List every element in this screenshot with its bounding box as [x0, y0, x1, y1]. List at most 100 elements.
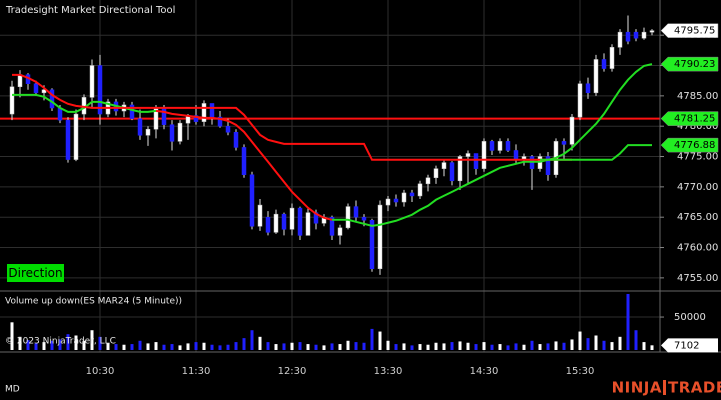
volume-bar: [426, 344, 430, 350]
volume-bar: [498, 344, 502, 350]
volume-bar: [74, 335, 78, 350]
volume-bar: [562, 342, 566, 350]
candle-body: [41, 89, 47, 94]
volume-bar: [474, 344, 478, 350]
level-value-label-box: [660, 111, 719, 126]
candle-body: [393, 198, 399, 203]
candle-body: [217, 116, 223, 127]
volume-bar: [138, 340, 142, 350]
volume-bar: [330, 343, 334, 350]
volume-bar: [418, 344, 422, 350]
volume-bar: [18, 336, 22, 350]
volume-bar: [234, 342, 238, 350]
candle-body: [225, 125, 231, 133]
volume-bar: [650, 345, 654, 350]
volume-bar: [282, 343, 286, 350]
volume-bar: [402, 343, 406, 350]
volume-bar: [434, 342, 438, 350]
volume-bar: [266, 342, 270, 350]
candle-body: [497, 141, 503, 151]
volume-bar: [242, 338, 246, 350]
candle-body: [633, 31, 639, 39]
volume-bar: [618, 336, 622, 350]
candle-body: [569, 116, 575, 145]
volume-bar: [482, 342, 486, 350]
x-tick-label: 12:30: [278, 366, 307, 377]
candle-body: [281, 213, 287, 230]
volume-bar: [154, 342, 158, 350]
candle-body: [489, 141, 495, 151]
candle-body: [433, 168, 439, 179]
step-value-label: 4776.88: [674, 140, 715, 151]
candle-body: [73, 113, 79, 160]
candle-body: [409, 192, 415, 197]
y-tick-label: 4760.00: [677, 243, 718, 254]
level-value-label: 4781.25: [674, 114, 715, 125]
volume-bar: [114, 344, 118, 350]
volume-bar: [610, 342, 614, 350]
volume-bar: [210, 344, 214, 350]
x-tick-label: 14:30: [470, 366, 499, 377]
volume-bar: [226, 344, 230, 350]
candle-body: [625, 31, 631, 42]
candle-body: [345, 206, 351, 229]
copyright: © 2023 NinjaTrader, LLC: [5, 337, 116, 347]
candle-body: [161, 107, 167, 125]
volume-bar: [322, 345, 326, 350]
candle-body: [481, 141, 487, 169]
volume-bar: [42, 342, 46, 350]
candle-body: [209, 103, 215, 118]
volume-bar: [250, 330, 254, 350]
candle-body: [353, 206, 359, 218]
logo-mark: [663, 380, 666, 395]
volume-bar: [386, 340, 390, 350]
candle-body: [65, 119, 71, 160]
candle-body: [649, 30, 655, 33]
ma-value-label: 4790.23: [674, 59, 715, 70]
volume-tick-label: 50000: [674, 312, 706, 323]
logo-right: TRADER: [668, 379, 721, 397]
step-value-label-box: [660, 137, 719, 153]
candle-body: [145, 128, 151, 136]
volume-bar: [538, 344, 542, 350]
volume-bar: [362, 342, 366, 350]
volume-bar: [314, 344, 318, 350]
volume-bar: [570, 339, 574, 350]
candle-body: [465, 153, 471, 157]
volume-bar: [514, 343, 518, 350]
candle-body: [329, 216, 335, 236]
volume-bar: [34, 343, 38, 350]
volume-bar: [10, 322, 14, 350]
x-tick-label: 11:30: [182, 366, 211, 377]
volume-bar: [530, 340, 534, 350]
volume-bar: [378, 331, 382, 350]
volume-bar: [194, 342, 198, 350]
candle-body: [505, 141, 511, 151]
volume-bar: [506, 345, 510, 350]
last-volume-box: [661, 338, 718, 353]
y-tick-label: 4755.00: [677, 273, 718, 284]
volume-bar: [298, 342, 302, 350]
footer-label: MD: [5, 385, 20, 395]
volume-bar: [50, 340, 54, 350]
volume-bar: [186, 343, 190, 350]
y-tick-label: 4770.00: [677, 182, 718, 193]
candle-body: [9, 86, 15, 115]
candle-body: [425, 177, 431, 185]
direction-button[interactable]: [7, 264, 64, 282]
candle-body: [377, 204, 383, 270]
candle-body: [449, 162, 455, 182]
volume-bar: [634, 330, 638, 350]
candle-body: [417, 183, 423, 197]
volume-bar: [450, 342, 454, 350]
candle-body: [457, 156, 463, 182]
direction-label[interactable]: Direction: [8, 266, 62, 280]
volume-bar: [130, 344, 134, 350]
indicator-line: [12, 63, 653, 227]
volume-bar: [466, 342, 470, 350]
candle-body: [193, 115, 199, 122]
candle-body: [305, 212, 311, 236]
volume-bar: [602, 340, 606, 350]
candle-body: [361, 216, 367, 221]
y-tick-label: 4765.00: [677, 212, 718, 223]
